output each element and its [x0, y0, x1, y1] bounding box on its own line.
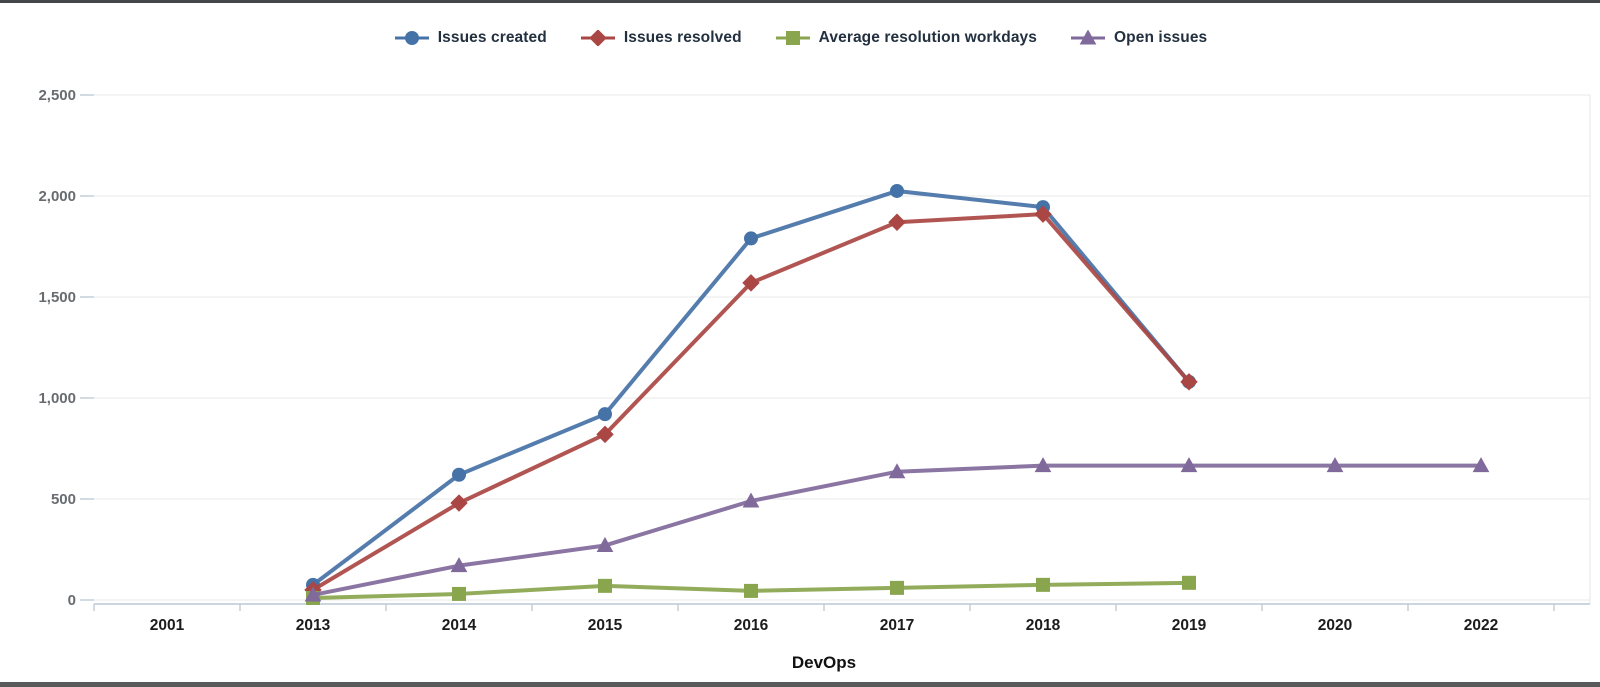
x-axis-label: 2013: [296, 617, 331, 634]
circle-marker: [890, 183, 904, 198]
x-axis-label: 2017: [880, 617, 914, 634]
square-marker: [1182, 575, 1196, 590]
y-axis-label: 2,500: [38, 87, 76, 104]
triangle-marker: [304, 586, 322, 602]
x-axis-label: 2020: [1318, 617, 1352, 634]
circle-marker: [598, 407, 612, 422]
diamond-legend-icon: [579, 29, 617, 47]
legend-item-open-issues[interactable]: Open issues: [1069, 29, 1207, 47]
y-axis-label: 1,500: [38, 289, 76, 306]
square-marker: [744, 583, 758, 598]
legend-label: Average resolution workdays: [818, 29, 1037, 46]
diamond-marker: [888, 213, 906, 231]
square-marker: [598, 578, 612, 593]
triangle-marker: [1180, 457, 1198, 473]
x-axis-label: 2019: [1172, 617, 1207, 634]
triangle-marker: [1079, 29, 1097, 45]
circle-legend-icon: [393, 30, 431, 46]
diamond-marker: [1034, 205, 1052, 223]
x-axis-label: 2015: [588, 617, 623, 634]
circle-marker: [404, 31, 419, 45]
square-legend-icon: [774, 30, 812, 46]
triangle-marker: [596, 536, 614, 552]
circle-marker: [452, 467, 466, 482]
chart-legend: Issues created Issues resolved Average r…: [0, 29, 1600, 47]
triangle-marker: [450, 557, 468, 573]
triangle-marker: [888, 463, 906, 479]
series-line-1: [311, 212, 1191, 592]
triangle-marker: [1034, 457, 1052, 473]
legend-item-issues-resolved[interactable]: Issues resolved: [579, 29, 742, 47]
y-axis-label: 0: [68, 592, 76, 609]
triangle-legend-icon: [1069, 29, 1107, 46]
y-axis-label: 1,000: [38, 390, 76, 407]
x-axis-label: 2016: [734, 617, 769, 634]
square-marker: [452, 586, 466, 601]
legend-label: Open issues: [1114, 29, 1208, 46]
legend-item-issues-created[interactable]: Issues created: [393, 29, 547, 47]
legend-label: Issues created: [437, 29, 547, 46]
diamond-marker: [596, 425, 614, 444]
line-chart: 0 500 1,000 1,500 2,000 2,500 2001 2013 2014 2015…: [38, 87, 1591, 634]
bottom-frame-bar: [0, 682, 1600, 687]
diamond-marker: [742, 274, 760, 292]
square-marker: [785, 31, 800, 45]
circle-marker: [744, 231, 758, 246]
diamond-marker: [1180, 373, 1198, 391]
square-marker: [1036, 577, 1050, 592]
diamond-marker: [450, 494, 468, 512]
y-axis-label: 500: [51, 491, 76, 508]
x-axis-label: 2022: [1464, 617, 1498, 634]
legend-label: Issues resolved: [623, 29, 742, 46]
square-marker: [890, 580, 904, 595]
triangle-marker: [1472, 457, 1490, 473]
x-axis-label: 2001: [150, 617, 185, 634]
y-axis-label: 2,000: [38, 188, 76, 205]
legend-item-average-resolution-workdays[interactable]: Average resolution workdays: [774, 29, 1037, 47]
series-line-0: [311, 188, 1191, 587]
x-axis-label: 2014: [442, 617, 477, 634]
series-line-3: [311, 463, 1483, 597]
x-axis-title: DevOps: [791, 653, 857, 672]
triangle-marker: [742, 492, 760, 508]
triangle-marker: [1326, 457, 1344, 473]
x-axis-label: 2018: [1026, 617, 1061, 634]
